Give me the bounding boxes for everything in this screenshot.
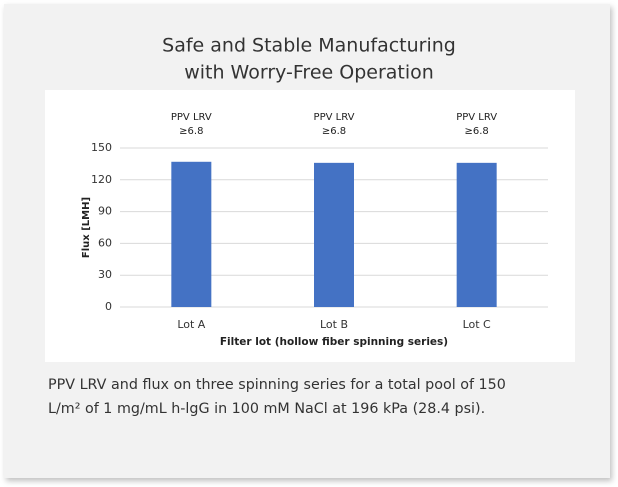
- caption: PPV LRV and flux on three spinning serie…: [48, 377, 506, 393]
- y-tick-label: 30: [98, 268, 112, 281]
- annotation: PPV LRV: [314, 112, 355, 123]
- y-tick-label: 0: [105, 300, 112, 313]
- chart-title: Safe and Stable Manufacturing: [162, 35, 456, 57]
- bar: [314, 162, 354, 307]
- annotation: ≥6.8: [322, 126, 346, 137]
- x-tick-label: Lot A: [177, 318, 205, 331]
- y-tick-label: 120: [91, 173, 112, 186]
- y-axis-label: Flux [LMH]: [81, 197, 92, 258]
- annotation: PPV LRV: [171, 112, 212, 123]
- bar: [171, 161, 212, 307]
- x-tick-label: Lot B: [320, 318, 348, 331]
- y-tick-label: 60: [98, 236, 112, 249]
- chart: Safe and Stable Manufacturing with Worry-…: [48, 35, 548, 417]
- annotation: ≥6.8: [465, 126, 489, 137]
- chart-title: with Worry-Free Operation: [184, 62, 434, 84]
- annotation: PPV LRV: [456, 112, 497, 123]
- y-tick-label: 90: [98, 205, 112, 218]
- x-axis-label: Filter lot (hollow fiber spinning series…: [220, 336, 448, 348]
- caption: L/m² of 1 mg/mL h-lgG in 100 mM NaCl at …: [48, 401, 485, 417]
- x-tick-label: Lot C: [463, 318, 491, 331]
- annotation: ≥6.8: [179, 126, 203, 137]
- y-tick-label: 150: [91, 141, 112, 154]
- bar: [456, 162, 497, 307]
